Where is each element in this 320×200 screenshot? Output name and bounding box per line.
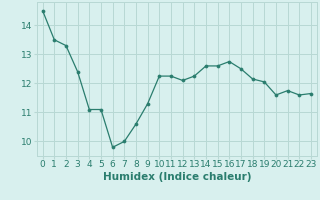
X-axis label: Humidex (Indice chaleur): Humidex (Indice chaleur) [102, 172, 251, 182]
